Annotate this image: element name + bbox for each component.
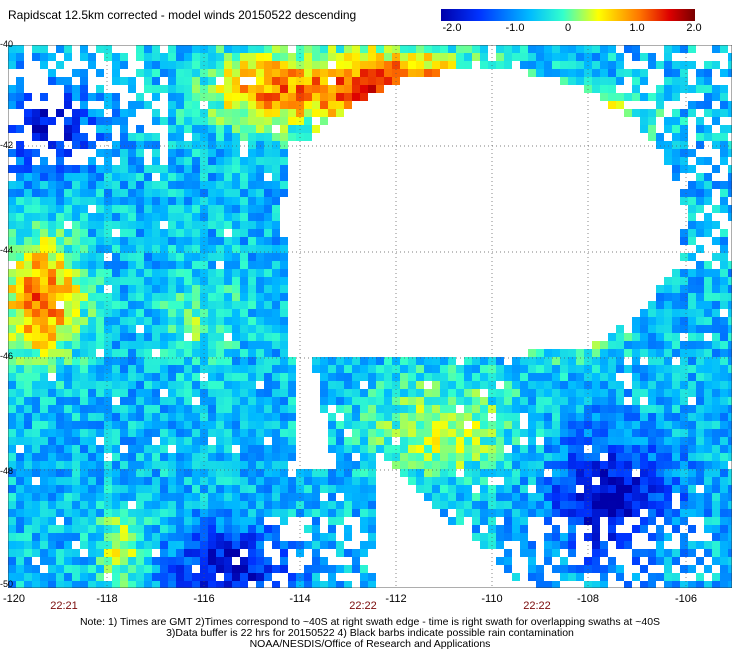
- ytick-46: -46: [0, 351, 14, 361]
- xtick-116: -116: [193, 593, 215, 605]
- ytick-50: -50: [0, 579, 14, 589]
- note-line-2: 3)Data buffer is 22 hrs for 20150522 4) …: [166, 627, 574, 639]
- wind-map: [8, 45, 732, 588]
- wind-cells: [8, 45, 732, 588]
- note-line-3: NOAA/NESDIS/Office of Research and Appli…: [249, 638, 491, 650]
- swath-time-2: 22:22: [349, 600, 377, 612]
- xtick-114: -114: [289, 593, 311, 605]
- map-title: Rapidscat 12.5km corrected - model winds…: [8, 8, 357, 22]
- colorbar: [441, 9, 695, 21]
- xtick-108: -108: [576, 593, 600, 605]
- xtick-112: -112: [385, 593, 407, 605]
- swath-time-3: 22:22: [523, 600, 551, 612]
- colorbar-label-neg2: -2.0: [442, 22, 462, 34]
- xtick-120: -120: [2, 593, 26, 605]
- xtick-110: -110: [481, 593, 503, 605]
- colorbar-label-neg1: -1.0: [505, 22, 525, 34]
- ytick-40: -40: [0, 39, 14, 49]
- ytick-48: -48: [0, 466, 14, 476]
- colorbar-label-pos2: 2.0: [686, 22, 702, 34]
- grid-lines: [8, 45, 732, 588]
- colorbar-label-zero: 0: [564, 22, 572, 34]
- wind-field-plot: [8, 45, 732, 588]
- swath-time-1: 22:21: [50, 600, 78, 612]
- xtick-118: -118: [96, 593, 118, 605]
- colorbar-gradient: [441, 9, 695, 21]
- xtick-106: -106: [674, 593, 698, 605]
- colorbar-label-pos1: 1.0: [629, 22, 645, 34]
- note-line-1: Note: 1) Times are GMT 2)Times correspon…: [79, 616, 661, 628]
- ytick-44: -44: [0, 245, 14, 255]
- ytick-42: -42: [0, 140, 14, 150]
